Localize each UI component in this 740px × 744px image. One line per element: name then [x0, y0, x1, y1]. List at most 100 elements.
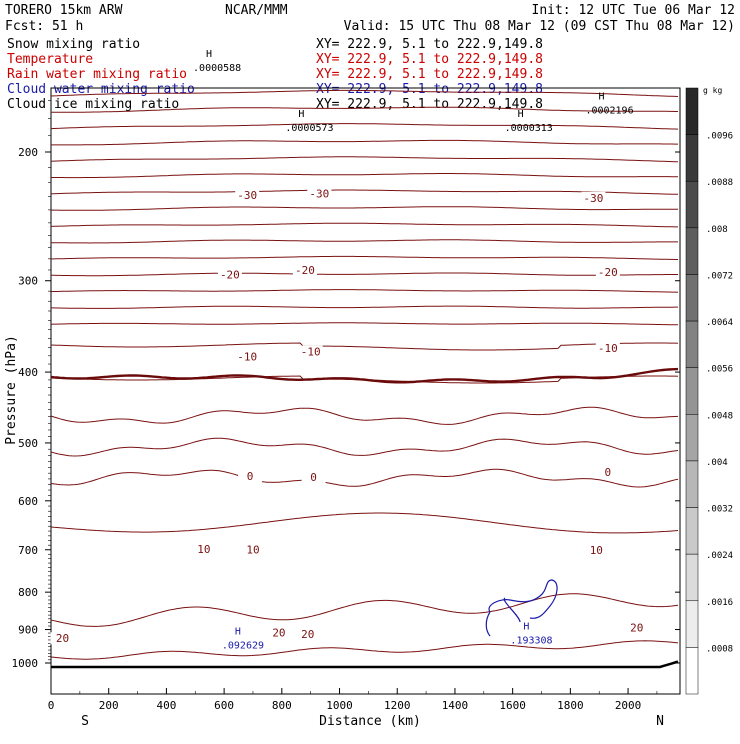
- colorbar-swatch: [685, 274, 699, 322]
- isotherm-line: [51, 305, 678, 309]
- max-marker-h: H: [518, 109, 524, 120]
- isotherm-label-bg: [595, 342, 620, 355]
- colorbar-swatch: [685, 87, 699, 135]
- isotherm-label: 0: [247, 470, 254, 483]
- isotherm-line: [51, 106, 678, 113]
- y-tick-label: 300: [18, 275, 38, 288]
- isotherm-label-bg: [50, 632, 75, 645]
- x-tick-label: 1600: [499, 699, 526, 712]
- colorbar-tick-label: .0008: [706, 644, 733, 654]
- x-tick-label: 400: [156, 699, 176, 712]
- x-tick-label: 1400: [442, 699, 469, 712]
- cloud-water-max-value: .092629: [222, 640, 264, 651]
- isotherm-line: [50, 189, 678, 195]
- x-tick-label: 200: [99, 699, 119, 712]
- y-tick-label: 400: [18, 366, 38, 379]
- isotherm-label: 10: [197, 543, 210, 556]
- isotherm-label: 10: [590, 544, 603, 557]
- isotherm-label: -20: [295, 264, 315, 277]
- colorbar-swatch: [685, 320, 699, 368]
- isotherm-label: -30: [237, 189, 257, 202]
- isotherm-label-bg: [235, 188, 260, 201]
- isotherm-line: [50, 512, 679, 534]
- colorbar-swatch: [685, 134, 699, 182]
- max-marker-h: H: [298, 109, 304, 120]
- isotherm-label: -10: [237, 351, 257, 364]
- isotherm-line: [50, 322, 679, 326]
- colorbar-tick-label: .0072: [706, 271, 733, 281]
- isotherm-line: [50, 289, 679, 293]
- isotherm-line: [50, 468, 679, 488]
- isotherm-line: [50, 255, 678, 260]
- isotherm-label: 20: [301, 628, 314, 641]
- forecast-label: Fcst: 51 h: [5, 19, 83, 34]
- ice-max-value: .0000313: [505, 123, 553, 134]
- colorbar-swatch: [685, 507, 699, 555]
- x-axis-title: Distance (km): [319, 714, 421, 729]
- field-list: Snow mixing ratio XY= 222.9, 5.1 to 222.9…: [7, 37, 543, 112]
- y-tick-label: 1000: [12, 657, 39, 670]
- colorbar-tick-label: .0024: [706, 551, 733, 561]
- y-tick-label: 800: [18, 586, 38, 599]
- isotherm-label-bg: [301, 471, 326, 484]
- isotherm-label-bg: [295, 627, 320, 640]
- isotherm-label-bg: [584, 543, 609, 556]
- field-xy: XY= 222.9, 5.1 to 222.9,149.8: [316, 67, 543, 82]
- isotherm-label: -10: [598, 342, 618, 355]
- isotherm-label: 20: [272, 627, 285, 640]
- field-name: Rain water mixing ratio: [7, 67, 187, 82]
- colorbar-tick-label: .004: [706, 458, 728, 468]
- isotherm-line: [51, 272, 678, 277]
- isotherm-line: [51, 173, 678, 179]
- isotherm-label: -20: [220, 268, 240, 281]
- isotherm-line: [50, 342, 679, 351]
- isotherm-label-bg: [624, 621, 649, 634]
- isotherm-line: [51, 206, 678, 211]
- init-label: Init: 12 UTC Tue 06 Mar 12: [532, 3, 736, 18]
- colorbar-swatch: [685, 553, 699, 602]
- ice-max-value: .0002196: [585, 105, 633, 116]
- isotherm-label-bg: [292, 263, 317, 276]
- isotherm-line: [50, 222, 678, 228]
- colorbar-swatch: [685, 180, 699, 229]
- isotherm-label: -20: [598, 266, 618, 279]
- isotherm-label: -30: [309, 188, 329, 201]
- x-tick-label: 600: [214, 699, 234, 712]
- field-xy: XY= 222.9, 5.1 to 222.9,149.8: [316, 37, 543, 52]
- colorbar-tick-label: .0048: [706, 411, 733, 421]
- isotherm-label: 20: [56, 632, 69, 645]
- isotherm-line: [51, 139, 678, 146]
- isotherm-label-bg: [307, 187, 332, 200]
- y-tick-label: 200: [18, 146, 38, 159]
- colorbar-tick-label: .0064: [706, 318, 733, 328]
- y-tick-label: 900: [18, 624, 38, 637]
- isotherm-label: 0: [310, 471, 317, 484]
- colorbar-unit: g kg: [703, 86, 722, 95]
- terrain-line: [51, 660, 679, 669]
- isotherm-label: 0: [605, 466, 612, 479]
- x-tick-label: 1800: [557, 699, 584, 712]
- isotherm-label-bg: [595, 466, 620, 479]
- north-label: N: [656, 714, 664, 729]
- isotherm-label-bg: [217, 268, 242, 281]
- isotherm-line: [50, 437, 679, 457]
- south-label: S: [81, 714, 89, 729]
- field-name: Cloud water mixing ratio: [7, 82, 195, 97]
- max-marker-h: H: [235, 626, 241, 637]
- isotherm-label-bg: [240, 543, 265, 556]
- model-label: TORERO 15km ARW: [5, 3, 123, 18]
- cloud-water-contour: [485, 579, 558, 637]
- colorbar-swatch: [685, 227, 699, 275]
- y-tick-label: 500: [18, 437, 38, 450]
- cloud-water-max-value: .193308: [510, 636, 552, 647]
- isotherm-label: 20: [630, 621, 643, 634]
- isotherm-line: [50, 406, 679, 425]
- x-tick-label: 2000: [615, 699, 642, 712]
- colorbar-swatch: [685, 600, 699, 648]
- isotherm-label-bg: [238, 470, 263, 483]
- zero-isotherm-line: [50, 367, 679, 384]
- colorbar-tick-label: .0032: [706, 505, 733, 515]
- colorbar: .0096 .0088 .008 .0072 .0064 .0056 .0048 .004 .0…: [685, 86, 733, 695]
- colorbar-swatch: [685, 647, 699, 695]
